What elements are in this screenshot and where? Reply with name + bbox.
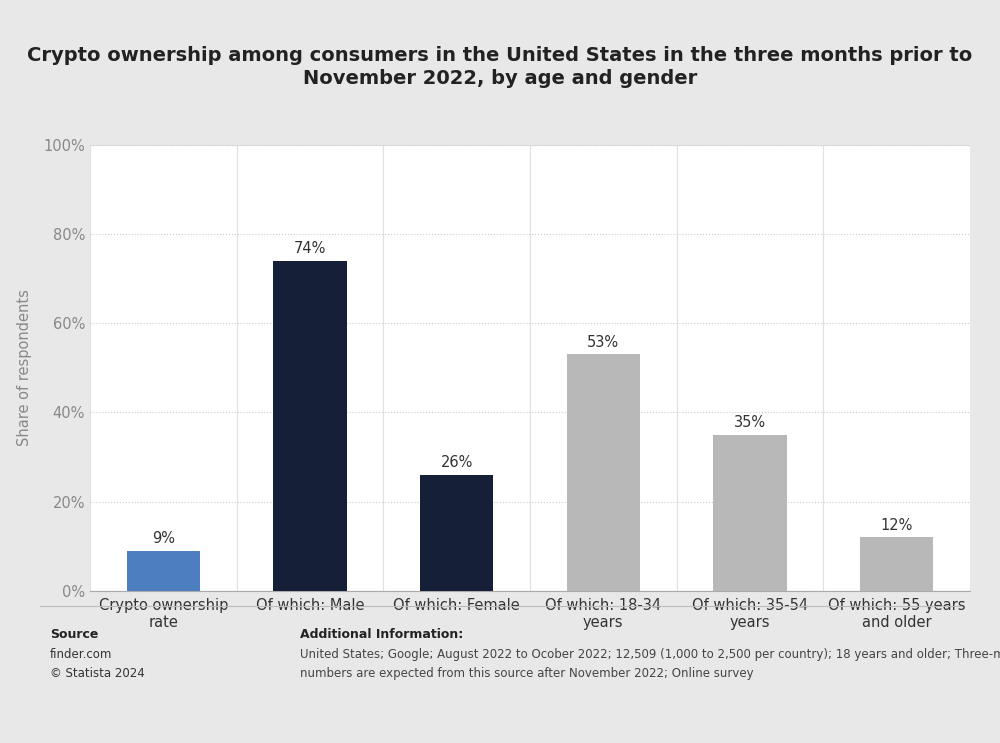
Text: 74%: 74%: [294, 241, 326, 256]
Bar: [530, 145, 677, 591]
Text: United States; Google; August 2022 to Ocober 2022; 12,509 (1,000 to 2,500 per co: United States; Google; August 2022 to Oc…: [300, 648, 1000, 680]
Text: 35%: 35%: [734, 415, 766, 430]
Text: Additional Information:: Additional Information:: [300, 628, 463, 640]
Bar: [127, 551, 200, 591]
Y-axis label: Share of respondents: Share of respondents: [17, 289, 32, 447]
Text: finder.com
© Statista 2024: finder.com © Statista 2024: [50, 648, 145, 680]
Bar: [420, 475, 493, 591]
Bar: [567, 354, 640, 591]
Text: Source: Source: [50, 628, 98, 640]
Text: Crypto ownership among consumers in the United States in the three months prior : Crypto ownership among consumers in the …: [27, 46, 973, 65]
Text: 53%: 53%: [587, 335, 619, 350]
Bar: [713, 435, 787, 591]
Text: 26%: 26%: [440, 455, 473, 470]
Bar: [383, 145, 530, 591]
Bar: [860, 537, 933, 591]
Text: November 2022, by age and gender: November 2022, by age and gender: [303, 68, 697, 88]
Bar: [677, 145, 823, 591]
Bar: [90, 145, 237, 591]
Text: 12%: 12%: [880, 518, 913, 533]
Bar: [237, 145, 383, 591]
Text: 9%: 9%: [152, 531, 175, 546]
Bar: [823, 145, 970, 591]
Bar: [273, 261, 347, 591]
